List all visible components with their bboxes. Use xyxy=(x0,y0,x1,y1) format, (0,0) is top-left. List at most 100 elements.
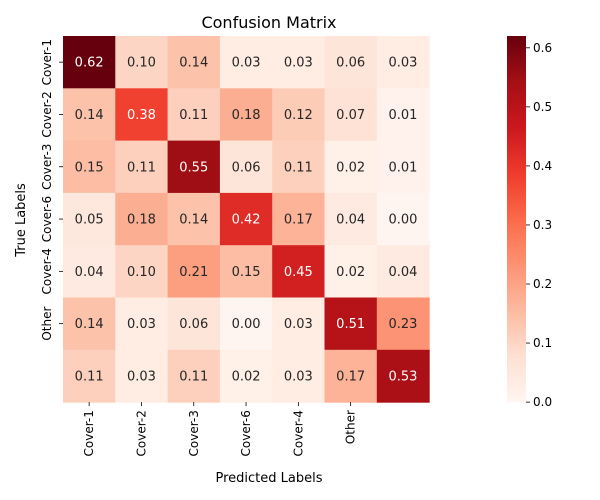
heatmap-cell xyxy=(115,36,169,89)
cell-value-label: 0.06 xyxy=(179,317,208,332)
heatmap-cell xyxy=(324,297,378,351)
y-axis-label: True Labels xyxy=(14,183,29,258)
heatmap-cell xyxy=(167,297,221,351)
cell-value-label: 0.45 xyxy=(284,265,313,280)
y-tick-label: Cover-6 xyxy=(40,196,54,242)
colorbar-tick-label: 0.5 xyxy=(533,100,552,114)
y-tick-label: Cover-2 xyxy=(40,91,54,137)
cell-value-label: 0.11 xyxy=(75,369,104,384)
heatmap-cell xyxy=(272,297,326,351)
x-tick-label: Cover-4 xyxy=(291,410,305,456)
heatmap-cell xyxy=(63,349,116,403)
colorbar-tick-label: 0.0 xyxy=(533,395,552,409)
heatmap-cell xyxy=(167,140,221,194)
cell-value-label: 0.06 xyxy=(232,160,261,175)
heatmap-cell xyxy=(376,297,430,351)
cell-value-label: 0.18 xyxy=(232,108,261,123)
x-axis-ticks: Cover-1 Cover-2 Cover-3 Cover-6 Cover-4 Other xyxy=(82,402,358,456)
heatmap-cell xyxy=(324,245,378,299)
y-tick-label: Other xyxy=(40,307,54,341)
cell-value-label: 0.01 xyxy=(388,160,417,175)
x-tick-label: Cover-1 xyxy=(82,410,96,456)
heatmap-cell xyxy=(376,88,430,142)
cell-value-label: 0.11 xyxy=(284,160,313,175)
y-axis-ticks: Cover-1 Cover-2 Cover-3 Cover-6 Cover-4 Other xyxy=(40,39,63,341)
cell-value-label: 0.14 xyxy=(75,317,104,332)
cell-value-label: 0.14 xyxy=(75,108,104,123)
heatmap-cell xyxy=(115,88,169,142)
heatmap-cell xyxy=(272,349,326,403)
cell-value-label: 0.02 xyxy=(336,160,365,175)
cell-value-label: 0.15 xyxy=(232,265,261,280)
heatmap-cell xyxy=(167,245,221,299)
cell-value-label: 0.51 xyxy=(336,317,365,332)
cell-value-label: 0.03 xyxy=(232,56,261,71)
cell-value-label: 0.03 xyxy=(284,317,313,332)
heatmap-cell xyxy=(63,140,116,194)
heatmap-cell xyxy=(63,192,116,246)
heatmap-cell xyxy=(376,140,430,194)
heatmap-cell xyxy=(167,192,221,246)
heatmap-cell xyxy=(63,88,116,142)
heatmap-cell xyxy=(115,245,169,299)
heatmap-cell xyxy=(272,88,326,142)
cell-value-label: 0.11 xyxy=(179,369,208,384)
cell-value-label: 0.04 xyxy=(336,213,365,228)
x-tick-label: Cover-2 xyxy=(134,410,148,456)
cell-value-label: 0.15 xyxy=(75,160,104,175)
heatmap-cell xyxy=(219,36,273,89)
heatmap-cell xyxy=(324,349,378,403)
cell-value-label: 0.62 xyxy=(75,56,104,71)
chart-title: Confusion Matrix xyxy=(201,13,336,32)
heatmap-cell xyxy=(167,36,221,89)
colorbar-tick-label: 0.4 xyxy=(533,159,552,173)
heatmap-cell xyxy=(115,349,169,403)
x-axis-label: Predicted Labels xyxy=(215,471,322,486)
cell-value-label: 0.00 xyxy=(388,213,417,228)
heatmap-cell xyxy=(167,88,221,142)
cell-value-label: 0.04 xyxy=(388,265,417,280)
cell-value-label: 0.12 xyxy=(284,108,313,123)
heatmap-cell xyxy=(219,297,273,351)
cell-value-label: 0.07 xyxy=(336,108,365,123)
cell-value-label: 0.14 xyxy=(179,56,208,71)
heatmap-cell xyxy=(272,245,326,299)
heatmap-cell xyxy=(115,297,169,351)
heatmap-cell xyxy=(272,192,326,246)
cell-value-label: 0.17 xyxy=(284,213,313,228)
y-tick-label: Cover-3 xyxy=(40,144,54,190)
heatmap-cell xyxy=(219,140,273,194)
heatmap-cell xyxy=(376,349,430,403)
cell-value-label: 0.03 xyxy=(388,56,417,71)
cell-value-label: 0.11 xyxy=(179,108,208,123)
heatmap-cell xyxy=(324,140,378,194)
heatmap-cell xyxy=(324,36,378,89)
heatmap-cell xyxy=(272,36,326,89)
cell-value-label: 0.53 xyxy=(388,369,417,384)
cell-value-label: 0.03 xyxy=(284,56,313,71)
cell-value-label: 0.03 xyxy=(127,317,156,332)
x-tick-label: Cover-6 xyxy=(239,410,253,456)
heatmap-cell xyxy=(63,297,116,351)
heatmap-cell xyxy=(219,349,273,403)
cell-value-label: 0.00 xyxy=(232,317,261,332)
cell-value-label: 0.03 xyxy=(284,369,313,384)
heatmap-cell xyxy=(324,192,378,246)
cell-value-label: 0.21 xyxy=(179,265,208,280)
cell-value-label: 0.06 xyxy=(336,56,365,71)
cell-value-label: 0.02 xyxy=(336,265,365,280)
heatmap-cell xyxy=(324,88,378,142)
y-tick-label: Cover-1 xyxy=(40,39,54,85)
cell-value-label: 0.11 xyxy=(127,160,156,175)
cell-value-label: 0.04 xyxy=(75,265,104,280)
x-tick-label: Cover-3 xyxy=(187,410,201,456)
y-tick-label: Cover-4 xyxy=(40,248,54,294)
cell-value-label: 0.01 xyxy=(388,108,417,123)
cell-value-label: 0.42 xyxy=(232,213,261,228)
colorbar-gradient xyxy=(507,36,526,403)
cell-value-label: 0.02 xyxy=(232,369,261,384)
heatmap-cell xyxy=(219,245,273,299)
heatmap-cell xyxy=(115,140,169,194)
cell-value-label: 0.17 xyxy=(336,369,365,384)
